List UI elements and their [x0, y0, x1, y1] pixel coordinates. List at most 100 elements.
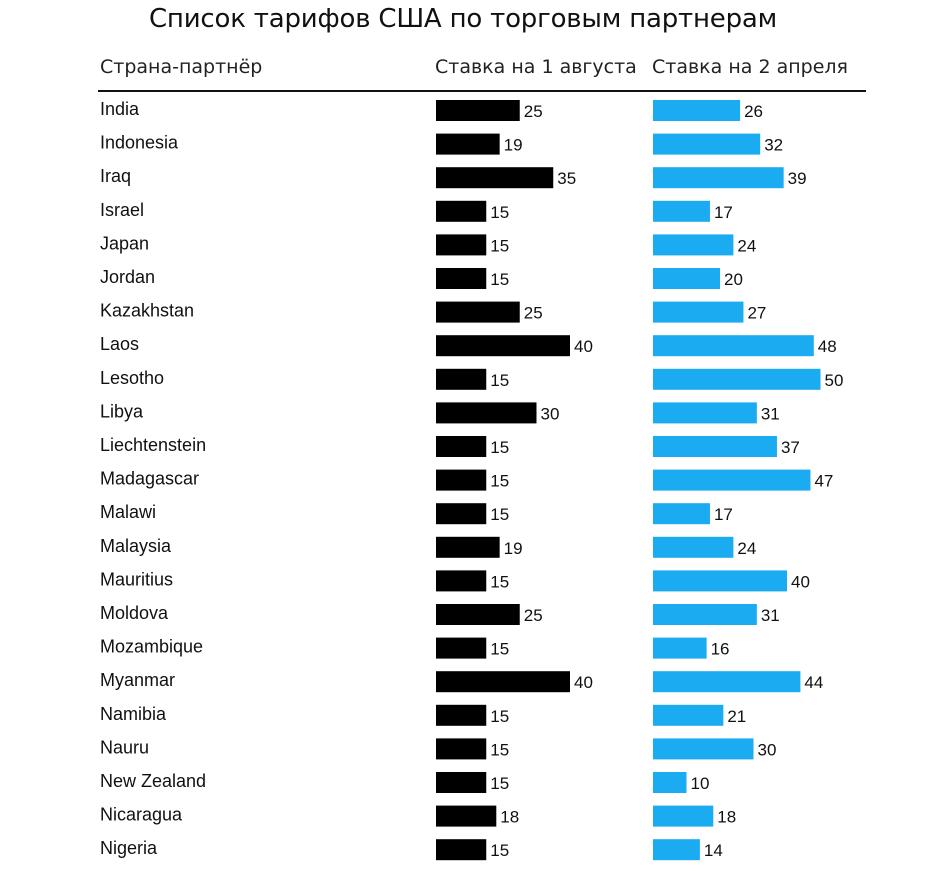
value-label-apr-2: 24: [737, 236, 756, 255]
bar-apr-2: [653, 604, 757, 625]
value-label-apr-2: 50: [825, 371, 844, 390]
value-label-aug-1: 15: [490, 740, 509, 759]
bar-aug-1: [436, 772, 487, 793]
value-label-apr-2: 26: [744, 102, 763, 121]
value-label-apr-2: 17: [714, 203, 733, 222]
value-label-aug-1: 15: [490, 841, 509, 860]
value-label-apr-2: 31: [761, 404, 780, 423]
value-label-aug-1: 35: [557, 169, 576, 188]
country-label: Madagascar: [100, 469, 199, 489]
value-label-aug-1: 18: [500, 808, 519, 827]
value-label-apr-2: 40: [791, 572, 810, 591]
bar-apr-2: [653, 234, 734, 256]
country-label: Liechtenstein: [100, 435, 206, 455]
country-label: Kazakhstan: [100, 301, 194, 321]
bar-apr-2: [653, 570, 787, 592]
value-label-apr-2: 44: [804, 673, 823, 692]
value-label-apr-2: 14: [704, 841, 723, 860]
value-label-aug-1: 15: [490, 774, 509, 793]
bar-aug-1: [436, 301, 520, 323]
value-label-aug-1: 19: [504, 539, 523, 558]
bar-aug-1: [436, 200, 487, 222]
value-label-apr-2: 47: [814, 472, 833, 491]
value-label-apr-2: 21: [727, 707, 746, 726]
value-label-aug-1: 15: [490, 438, 509, 457]
chart-title: Список тарифов США по торговым партнерам: [148, 4, 778, 34]
bar-apr-2: [653, 536, 734, 558]
value-label-aug-1: 25: [524, 102, 543, 121]
bar-apr-2: [653, 671, 801, 693]
bar-apr-2: [653, 368, 821, 390]
bar-apr-2: [653, 100, 741, 121]
column-header-country: Страна-партнёр: [100, 56, 263, 78]
bar-apr-2: [653, 402, 757, 424]
value-label-aug-1: 15: [490, 203, 509, 222]
bar-aug-1: [436, 368, 487, 390]
bar-apr-2: [653, 200, 710, 222]
value-label-aug-1: 15: [490, 505, 509, 524]
bar-apr-2: [653, 469, 811, 491]
value-label-aug-1: 25: [524, 304, 543, 323]
country-label: Indonesia: [100, 133, 179, 153]
country-label: Mozambique: [100, 637, 203, 657]
country-label: Namibia: [100, 704, 167, 724]
country-label: Iraq: [100, 166, 131, 186]
header-rule: [98, 90, 866, 92]
column-header-aug-1: Ставка на 1 августа: [435, 56, 637, 78]
country-label: Israel: [100, 200, 144, 220]
bar-apr-2: [653, 738, 754, 760]
value-label-aug-1: 25: [524, 606, 543, 625]
value-label-aug-1: 40: [574, 337, 593, 356]
bar-aug-1: [436, 469, 487, 491]
bar-aug-1: [436, 167, 554, 189]
bar-apr-2: [653, 704, 724, 726]
value-label-apr-2: 37: [781, 438, 800, 457]
bar-apr-2: [653, 436, 777, 457]
bar-aug-1: [436, 100, 520, 121]
value-label-aug-1: 40: [574, 673, 593, 692]
country-label: Japan: [100, 233, 149, 253]
value-label-apr-2: 31: [761, 606, 780, 625]
value-label-apr-2: 18: [717, 808, 736, 827]
value-label-apr-2: 39: [788, 169, 807, 188]
bar-aug-1: [436, 402, 537, 424]
value-label-aug-1: 15: [490, 236, 509, 255]
value-label-aug-1: 15: [490, 707, 509, 726]
bar-aug-1: [436, 637, 487, 659]
value-label-apr-2: 30: [758, 740, 777, 759]
country-label: Lesotho: [100, 368, 164, 388]
bar-aug-1: [436, 536, 500, 558]
value-label-aug-1: 15: [490, 472, 509, 491]
bar-apr-2: [653, 301, 744, 323]
country-label: Malawi: [100, 502, 156, 522]
bar-apr-2: [653, 805, 714, 827]
bar-aug-1: [436, 570, 487, 592]
value-label-apr-2: 32: [764, 136, 783, 155]
bar-aug-1: [436, 738, 487, 760]
bar-apr-2: [653, 268, 720, 289]
bar-aug-1: [436, 604, 520, 625]
bar-aug-1: [436, 335, 570, 357]
country-label: Nicaragua: [100, 805, 183, 825]
country-label: Libya: [100, 401, 144, 421]
country-label: Myanmar: [100, 670, 175, 690]
bar-aug-1: [436, 839, 487, 861]
bar-aug-1: [436, 234, 487, 256]
country-label: Mauritius: [100, 569, 173, 589]
country-label: New Zealand: [100, 771, 206, 791]
bar-aug-1: [436, 503, 487, 525]
value-label-apr-2: 24: [737, 539, 756, 558]
country-label: Nauru: [100, 737, 149, 757]
value-label-apr-2: 48: [818, 337, 837, 356]
value-label-aug-1: 15: [490, 371, 509, 390]
bar-apr-2: [653, 637, 707, 659]
value-label-apr-2: 20: [724, 270, 743, 289]
value-label-apr-2: 17: [714, 505, 733, 524]
country-label: Jordan: [100, 267, 155, 287]
value-label-aug-1: 30: [541, 404, 560, 423]
column-header-apr-2: Ставка на 2 апреля: [652, 56, 848, 78]
bar-apr-2: [653, 133, 761, 155]
bar-apr-2: [653, 167, 784, 189]
country-label: Laos: [100, 334, 139, 354]
